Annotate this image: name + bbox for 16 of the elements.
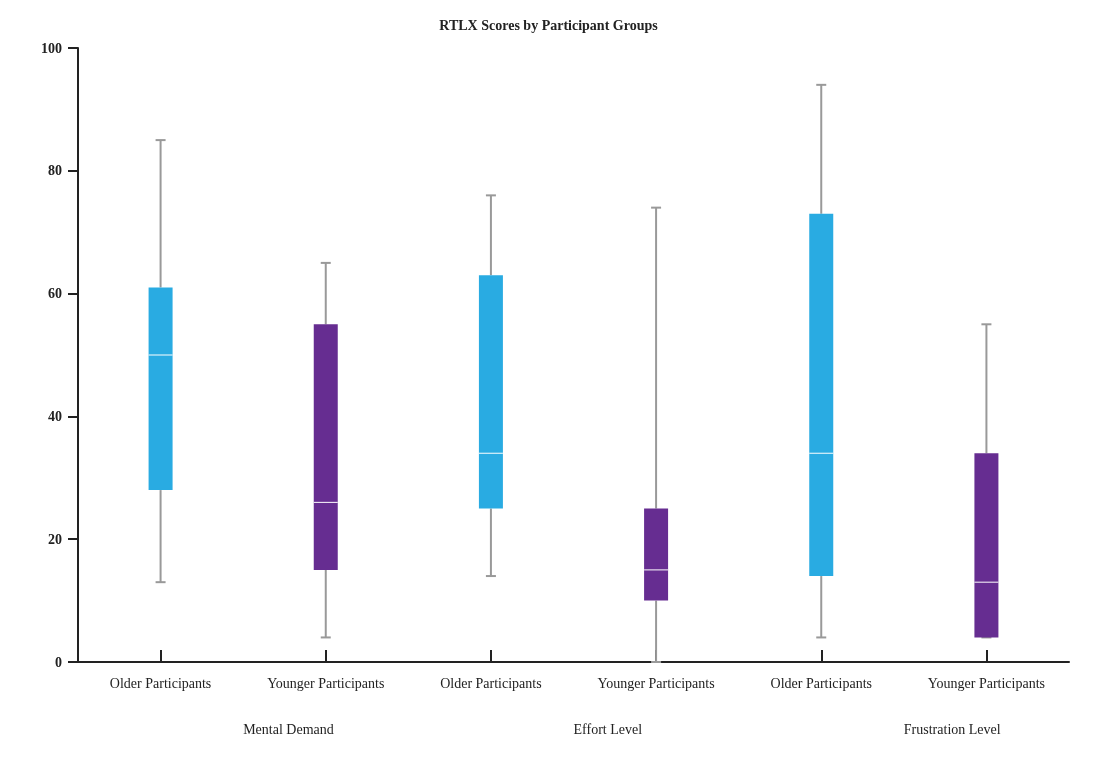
x-tick-label: Younger Participants bbox=[597, 675, 715, 691]
text: Effort Level bbox=[573, 721, 643, 737]
x-tick-label: Older Participants bbox=[109, 675, 212, 691]
text: Mental Demand bbox=[243, 721, 334, 737]
text: Frustration Level bbox=[903, 721, 1001, 737]
y-tick-label: 100 bbox=[41, 40, 62, 56]
y-tick-label: 0 bbox=[55, 654, 62, 670]
x-tick-label: Younger Participants bbox=[927, 675, 1046, 691]
x-tick-label: Older Participants bbox=[440, 675, 542, 691]
x-tick-label: Younger Participants bbox=[267, 675, 385, 691]
y-tick-label: 20 bbox=[48, 531, 62, 547]
y-tick-label: 40 bbox=[48, 408, 62, 424]
y-tick-label: 80 bbox=[48, 163, 62, 179]
x-tick-label: Older Participants bbox=[770, 675, 872, 691]
y-tick-label: 60 bbox=[48, 286, 62, 302]
chart-title: RTLX Scores by Participant Groups bbox=[439, 17, 659, 33]
